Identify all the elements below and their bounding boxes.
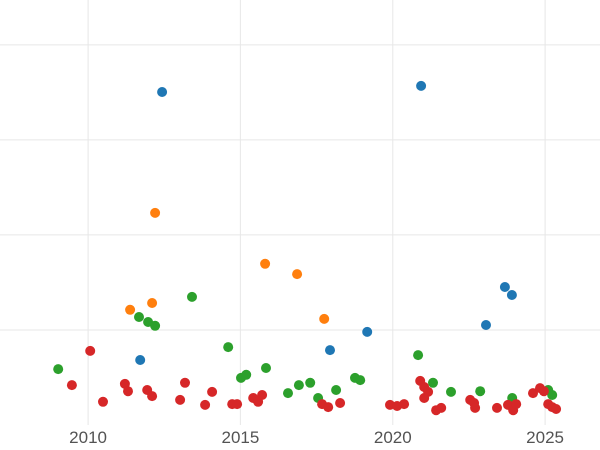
data-point-red bbox=[175, 394, 186, 405]
data-point-red bbox=[470, 402, 481, 413]
data-point-blue bbox=[506, 290, 517, 300]
data-point-green bbox=[293, 380, 304, 391]
data-point-green bbox=[331, 385, 342, 395]
data-point-orange bbox=[150, 207, 161, 218]
data-point-red bbox=[399, 399, 410, 410]
data-point-blue bbox=[416, 80, 427, 91]
data-point-red bbox=[232, 399, 243, 410]
data-point-blue bbox=[157, 87, 168, 97]
data-point-red bbox=[436, 402, 447, 413]
data-point-red bbox=[257, 390, 268, 400]
data-point-red bbox=[323, 402, 334, 413]
x-tick-label: 2020 bbox=[374, 428, 412, 447]
data-point-red bbox=[538, 386, 549, 397]
data-point-orange bbox=[147, 298, 158, 308]
data-point-blue bbox=[481, 320, 491, 330]
data-point-blue bbox=[135, 355, 146, 365]
data-point-green bbox=[446, 386, 456, 397]
data-point-green bbox=[150, 320, 161, 331]
data-point-green bbox=[413, 350, 424, 361]
data-point-red bbox=[180, 377, 190, 388]
data-point-green bbox=[223, 342, 234, 353]
data-point-red bbox=[528, 388, 538, 399]
data-point-orange bbox=[125, 304, 136, 315]
data-point-green bbox=[241, 369, 252, 380]
data-point-red bbox=[66, 380, 77, 391]
x-tick-label: 2015 bbox=[221, 428, 259, 447]
data-point-green bbox=[305, 377, 316, 388]
data-point-green bbox=[428, 377, 438, 388]
data-point-green bbox=[547, 390, 558, 400]
data-point-red bbox=[551, 404, 562, 414]
data-point-red bbox=[147, 391, 158, 402]
data-point-green bbox=[475, 386, 486, 397]
data-point-red bbox=[200, 399, 211, 410]
data-point-green bbox=[187, 291, 197, 302]
data-point-orange bbox=[319, 313, 330, 324]
data-point-red bbox=[492, 402, 502, 413]
data-point-blue bbox=[362, 326, 373, 337]
x-tick-label: 2010 bbox=[69, 428, 107, 447]
data-point-green bbox=[134, 312, 144, 322]
data-point-green bbox=[261, 363, 271, 373]
data-point-red bbox=[511, 399, 522, 410]
data-point-red bbox=[207, 386, 218, 397]
data-point-red bbox=[419, 393, 430, 403]
x-tick-label: 2025 bbox=[526, 428, 564, 447]
data-point-green bbox=[53, 364, 64, 375]
data-point-orange bbox=[292, 269, 303, 280]
data-point-red bbox=[123, 386, 133, 397]
data-point-blue bbox=[325, 345, 335, 356]
data-point-red bbox=[98, 396, 108, 407]
data-point-red bbox=[85, 345, 96, 356]
data-point-orange bbox=[260, 258, 271, 269]
data-point-blue bbox=[499, 282, 510, 292]
data-point-red bbox=[335, 398, 346, 408]
data-point-green bbox=[355, 375, 366, 386]
data-point-green bbox=[283, 388, 293, 399]
